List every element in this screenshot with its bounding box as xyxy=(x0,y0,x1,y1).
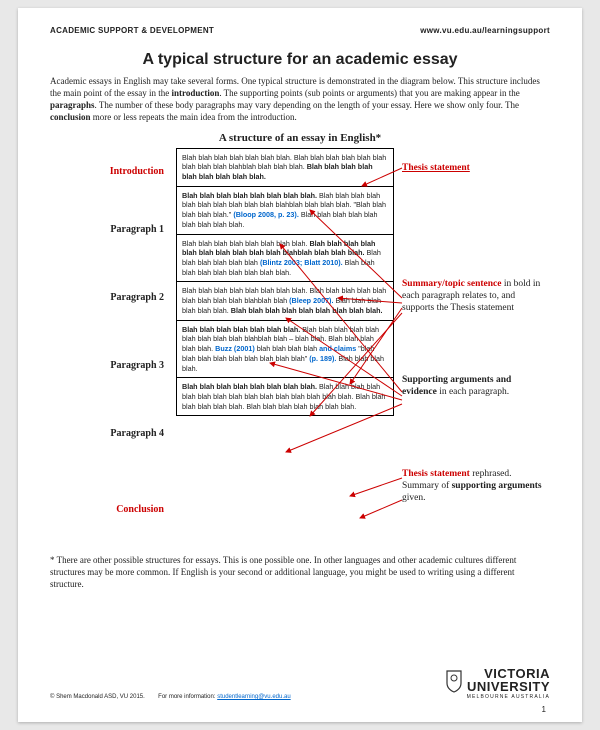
footer-more-label: For more information: xyxy=(158,694,217,700)
intro-bold-1: introduction xyxy=(171,88,219,98)
intro-bold-2: paragraphs xyxy=(50,100,95,110)
cell-introduction: Blah blah blah blah blah blah blah. Blah… xyxy=(177,149,393,187)
footer-email-link[interactable]: studentlearning@vu.edu.au xyxy=(217,694,290,700)
document-page: ACADEMIC SUPPORT & DEVELOPMENT www.vu.ed… xyxy=(18,8,582,722)
essay-table: Blah blah blah blah blah blah blah. Blah… xyxy=(176,148,394,417)
diagram-zone: Introduction Paragraph 1 Paragraph 2 Par… xyxy=(50,148,550,548)
header-url: www.vu.edu.au/learningsupport xyxy=(420,26,550,35)
intro-text-2: . The supporting points (sub points or a… xyxy=(219,88,519,98)
university-logo: VICTORIA UNIVERSITY MELBOURNE AUSTRALIA xyxy=(445,668,550,700)
page-header: ACADEMIC SUPPORT & DEVELOPMENT www.vu.ed… xyxy=(50,26,550,35)
logo-subtitle: MELBOURNE AUSTRALIA xyxy=(445,694,550,700)
label-introduction: Introduction xyxy=(50,166,170,177)
footer-info: © Shem Macdonald ASD, VU 2015. For more … xyxy=(50,694,445,700)
intro-bold-3: conclusion xyxy=(50,112,91,122)
label-paragraph-3: Paragraph 3 xyxy=(50,360,170,371)
intro-text-4: more or less repeats the main idea from … xyxy=(91,112,297,122)
label-conclusion: Conclusion xyxy=(50,504,170,515)
cell-paragraph-4: Blah blah blah blah blah blah blah. Blah… xyxy=(177,321,393,379)
label-paragraph-4: Paragraph 4 xyxy=(50,428,170,439)
annotation-summary: Summary/topic sentence in bold in each p… xyxy=(402,278,544,315)
cell-conclusion: Blah blah blah blah blah blah blah blah.… xyxy=(177,378,393,415)
cell-paragraph-3: Blah blah blah blah blah blah blah blah.… xyxy=(177,282,393,320)
annotation-supporting: Supporting arguments and evidence in eac… xyxy=(402,374,544,399)
diagram-title: A structure of an essay in English* xyxy=(50,132,550,144)
footnote: * There are other possible structures fo… xyxy=(50,554,550,590)
annotation-restate: Thesis statement rephrased. Summary of s… xyxy=(402,468,544,505)
annotation-thesis: Thesis statement xyxy=(402,162,544,174)
header-dept: ACADEMIC SUPPORT & DEVELOPMENT xyxy=(50,26,214,35)
page-number: 1 xyxy=(542,705,546,714)
cell-paragraph-2: Blah blah blah blah blah blah blah blah.… xyxy=(177,235,393,283)
main-title: A typical structure for an academic essa… xyxy=(50,51,550,69)
logo-shield-icon xyxy=(445,669,463,693)
label-paragraph-2: Paragraph 2 xyxy=(50,292,170,303)
label-paragraph-1: Paragraph 1 xyxy=(50,224,170,235)
logo-line-2: UNIVERSITY xyxy=(467,681,550,693)
intro-text-3: . The number of these body paragraphs ma… xyxy=(95,100,519,110)
footer-copyright: © Shem Macdonald ASD, VU 2015. xyxy=(50,694,145,700)
page-footer: © Shem Macdonald ASD, VU 2015. For more … xyxy=(50,668,550,700)
cell-paragraph-1: Blah blah blah blah blah blah blah blah.… xyxy=(177,187,393,235)
intro-paragraph: Academic essays in English may take seve… xyxy=(50,75,550,124)
